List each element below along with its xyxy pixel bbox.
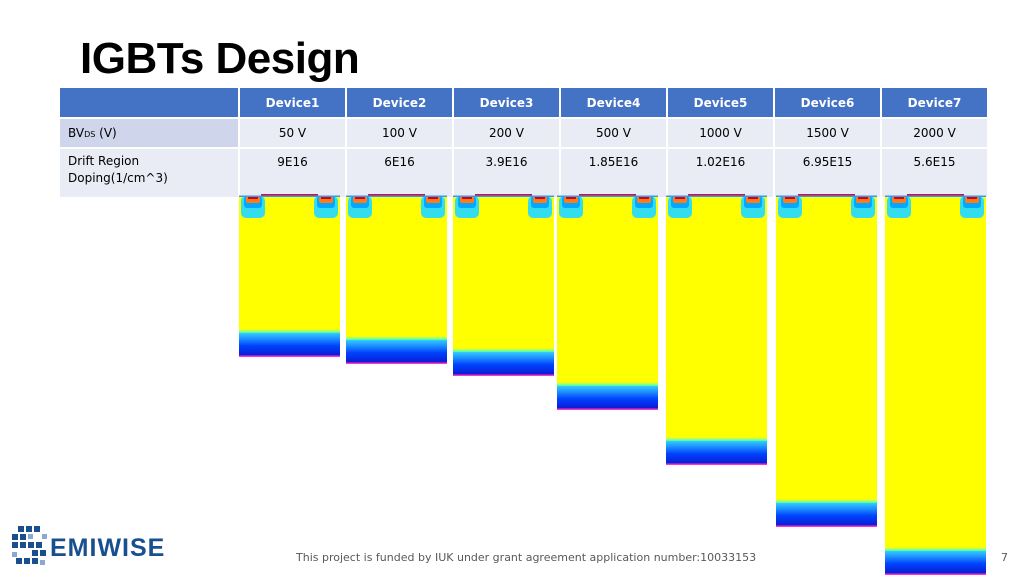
collector-region	[346, 340, 447, 363]
header-device1: Device1	[238, 86, 347, 119]
doping-device3: 3.9E16	[452, 147, 561, 199]
field-stop-transition	[557, 382, 658, 386]
bvds-device7: 2000 V	[880, 117, 989, 149]
top-surface	[346, 195, 447, 197]
header-device4: Device4	[559, 86, 668, 119]
doping-label-line1: Drift Region	[68, 154, 140, 168]
bvds-device2: 100 V	[345, 117, 454, 149]
header-device3: Device3	[452, 86, 561, 119]
emitter-core	[785, 196, 795, 199]
emitter-core	[967, 196, 977, 199]
doping-device2: 6E16	[345, 147, 454, 199]
device-profile-1	[239, 194, 340, 357]
collector-region	[666, 441, 767, 464]
page-number: 7	[1001, 551, 1008, 564]
doping-row-label: Drift Region Doping(1/cm^3)	[58, 147, 240, 199]
device-profiles-group	[239, 194, 986, 575]
bvds-device4: 500 V	[559, 117, 668, 149]
header-corner-cell	[58, 86, 240, 119]
emitter-core	[535, 196, 545, 199]
emitter-core	[858, 196, 868, 199]
page-title: IGBTs Design	[80, 34, 360, 83]
top-surface	[776, 195, 877, 197]
bvds-row-label: BVDS (V)	[58, 117, 240, 149]
emitter-core	[462, 196, 472, 199]
collector-contact	[239, 355, 340, 357]
field-stop-transition	[666, 437, 767, 441]
drift-region	[666, 196, 767, 465]
doping-device5: 1.02E16	[666, 147, 775, 199]
collector-region	[453, 352, 554, 375]
field-stop-transition	[885, 547, 986, 551]
device-profile-3	[453, 194, 554, 376]
top-surface	[885, 195, 986, 197]
top-surface	[666, 195, 767, 197]
header-device6: Device6	[773, 86, 882, 119]
emitter-core	[428, 196, 438, 199]
drift-region	[885, 196, 986, 575]
bvds-label-suffix: (V)	[95, 126, 117, 140]
top-surface	[239, 195, 340, 197]
device-profile-6	[776, 194, 877, 527]
collector-contact	[453, 374, 554, 376]
device-profile-5	[666, 194, 767, 465]
table-row-doping: Drift Region Doping(1/cm^3) 9E16 6E16 3.9…	[58, 147, 989, 199]
doping-device7: 5.6E15	[880, 147, 989, 199]
device-profile-4	[557, 194, 658, 410]
header-device5: Device5	[666, 86, 775, 119]
table-row-bvds: BVDS (V) 50 V 100 V 200 V 500 V 1000 V 1…	[58, 117, 989, 149]
semiwise-logo: EMIWISE	[10, 524, 170, 568]
collector-contact	[776, 525, 877, 527]
bvds-label-sub: DS	[84, 130, 96, 139]
device-spec-table: Device1 Device2 Device3 Device4 Device5 …	[58, 86, 989, 199]
doping-label-line2: Doping(1/cm^3)	[68, 171, 168, 185]
collector-contact	[557, 408, 658, 410]
header-device2: Device2	[345, 86, 454, 119]
device-profile-7	[885, 194, 986, 575]
emitter-core	[675, 196, 685, 199]
collector-contact	[885, 573, 986, 575]
bvds-device1: 50 V	[238, 117, 347, 149]
field-stop-transition	[776, 499, 877, 503]
footer-funding-note: This project is funded by IUK under gran…	[296, 551, 757, 564]
emitter-core	[566, 196, 576, 199]
doping-device1: 9E16	[238, 147, 347, 199]
bvds-device5: 1000 V	[666, 117, 775, 149]
doping-device4: 1.85E16	[559, 147, 668, 199]
table-header-row: Device1 Device2 Device3 Device4 Device5 …	[58, 86, 989, 119]
collector-contact	[346, 362, 447, 364]
field-stop-transition	[239, 329, 340, 333]
field-stop-transition	[346, 336, 447, 340]
drift-region	[453, 196, 554, 376]
emitter-core	[748, 196, 758, 199]
emitter-core	[248, 196, 258, 199]
semiwise-logo-text: EMIWISE	[50, 534, 166, 562]
device-profile-2	[346, 194, 447, 364]
drift-region	[776, 196, 877, 527]
collector-contact	[666, 463, 767, 465]
field-stop-transition	[453, 348, 554, 352]
bvds-label-prefix: BV	[68, 126, 85, 140]
top-surface	[557, 195, 658, 197]
emitter-core	[894, 196, 904, 199]
top-surface	[453, 195, 554, 197]
doping-device6: 6.95E15	[773, 147, 882, 199]
emitter-core	[639, 196, 649, 199]
collector-region	[239, 333, 340, 356]
semiwise-s-logo-icon	[12, 526, 47, 565]
header-device7: Device7	[880, 86, 989, 119]
emitter-core	[355, 196, 365, 199]
collector-region	[776, 503, 877, 526]
collector-region	[885, 551, 986, 574]
collector-region	[557, 386, 658, 409]
drift-region	[557, 196, 658, 410]
bvds-device6: 1500 V	[773, 117, 882, 149]
bvds-device3: 200 V	[452, 117, 561, 149]
emitter-core	[321, 196, 331, 199]
